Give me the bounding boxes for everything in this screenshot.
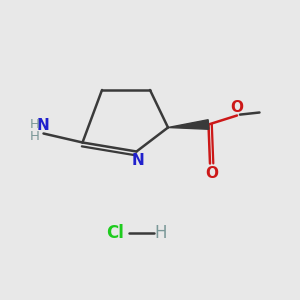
Text: H: H [154,224,167,242]
Text: N: N [37,118,50,133]
Text: Cl: Cl [106,224,124,242]
Polygon shape [168,120,209,129]
Text: O: O [205,166,218,181]
Text: N: N [132,153,144,168]
Text: O: O [230,100,244,116]
Text: H: H [30,118,39,131]
Text: H: H [30,130,39,143]
